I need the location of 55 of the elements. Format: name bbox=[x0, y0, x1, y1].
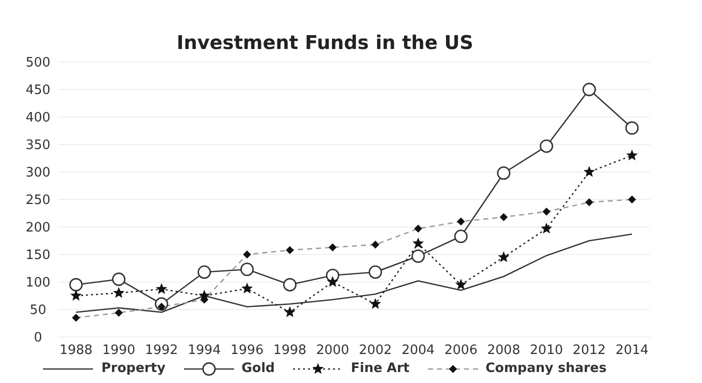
x-tick-label: 2010 bbox=[530, 343, 564, 358]
point bbox=[540, 139, 554, 153]
point bbox=[454, 230, 468, 244]
legend-label: Fine Art bbox=[350, 361, 410, 376]
y-tick-label: 350 bbox=[26, 138, 50, 154]
point bbox=[582, 82, 596, 96]
x-tick-label: 2012 bbox=[572, 343, 606, 358]
legend-label: Gold bbox=[242, 361, 275, 376]
y-tick-label: 300 bbox=[26, 166, 50, 181]
point bbox=[540, 222, 552, 234]
point bbox=[69, 278, 83, 292]
point bbox=[284, 306, 296, 318]
point bbox=[198, 265, 212, 279]
y-tick-label: 400 bbox=[26, 110, 50, 126]
x-tick-label: 1998 bbox=[273, 343, 306, 358]
y-tick-label: 250 bbox=[26, 193, 50, 208]
point bbox=[240, 262, 254, 276]
legend-label: Property bbox=[101, 361, 166, 376]
chart-title: Investment Funds in the US bbox=[176, 32, 474, 54]
point bbox=[584, 166, 595, 177]
x-tick-label: 2006 bbox=[444, 343, 478, 358]
point bbox=[112, 272, 126, 286]
x-tick-label: 1990 bbox=[102, 343, 136, 358]
y-tick-label: 0 bbox=[34, 330, 42, 346]
point bbox=[411, 249, 425, 263]
x-tick-label: 1994 bbox=[188, 343, 221, 358]
point bbox=[412, 238, 424, 248]
x-tick-label: 2014 bbox=[615, 343, 649, 358]
x-tick-label: 1996 bbox=[230, 343, 264, 358]
point bbox=[70, 290, 82, 301]
point bbox=[113, 287, 124, 298]
y-tick-label: 500 bbox=[26, 56, 50, 71]
point bbox=[156, 283, 168, 294]
point bbox=[626, 150, 638, 160]
point bbox=[625, 121, 639, 135]
point bbox=[498, 251, 510, 262]
point bbox=[496, 166, 510, 180]
x-tick-label: 2008 bbox=[487, 343, 520, 358]
point bbox=[241, 282, 253, 294]
y-tick-label: 200 bbox=[26, 220, 50, 236]
x-tick-label: 1988 bbox=[59, 343, 93, 358]
x-tick-label: 2004 bbox=[402, 343, 435, 358]
point bbox=[370, 298, 382, 309]
x-tick-label: 1992 bbox=[144, 343, 178, 358]
y-tick-label: 450 bbox=[26, 83, 50, 98]
x-tick-label: 2000 bbox=[316, 343, 350, 358]
y-tick-label: 100 bbox=[26, 276, 50, 291]
point bbox=[283, 278, 297, 292]
point bbox=[326, 276, 338, 287]
y-tick-label: 50 bbox=[30, 303, 46, 318]
point bbox=[368, 265, 382, 279]
legend-label: Company shares bbox=[486, 361, 607, 376]
point bbox=[455, 278, 467, 290]
y-tick-label: 150 bbox=[26, 248, 50, 264]
x-tick-label: 2002 bbox=[358, 343, 392, 358]
